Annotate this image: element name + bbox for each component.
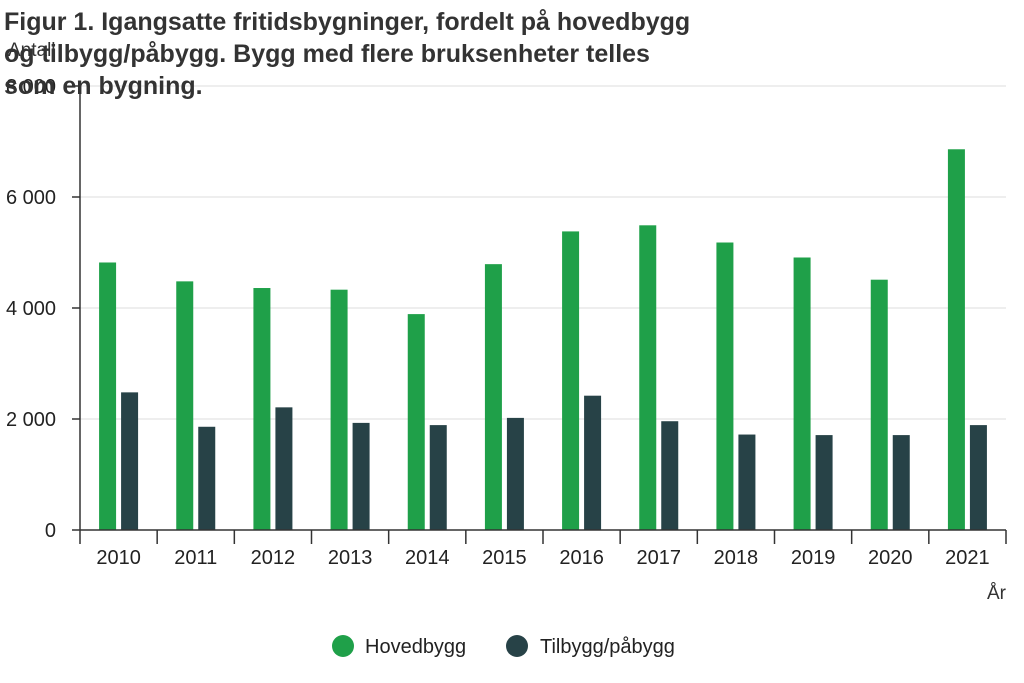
legend-marker-tilbygg (506, 635, 528, 657)
x-tick-label: 2017 (637, 547, 682, 569)
bar-hovedbygg-2017 (639, 225, 657, 530)
y-tick-label: 8 000 (6, 76, 56, 98)
bar-tilbygg-2014 (429, 425, 447, 530)
bar-hovedbygg-2018 (716, 242, 734, 530)
bar-hovedbygg-2013 (330, 289, 348, 530)
legend-label-tilbygg: Tilbygg/påbygg (540, 636, 675, 658)
x-tick-label: 2015 (482, 547, 527, 569)
bar-hovedbygg-2011 (176, 281, 194, 530)
x-tick-label: 2019 (791, 547, 836, 569)
bar-tilbygg-2020 (892, 435, 910, 530)
bar-hovedbygg-2020 (870, 279, 888, 530)
title-line: Figur 1. Igangsatte fritidsbygninger, fo… (4, 8, 690, 36)
bar-hovedbygg-2015 (484, 264, 502, 530)
bars (99, 149, 987, 530)
bar-hovedbygg-2021 (947, 149, 965, 530)
x-tick-label: 2013 (328, 547, 373, 569)
gridlines (80, 85, 1006, 420)
y-tick-label: 2 000 (6, 409, 56, 431)
x-axis-label: År (987, 583, 1007, 604)
x-tick-label: 2018 (714, 547, 759, 569)
legend-marker-hovedbygg (332, 635, 354, 657)
bar-tilbygg-2016 (584, 395, 602, 530)
chart-title: Figur 1. Igangsatte fritidsbygninger, fo… (4, 8, 690, 100)
legend-label-hovedbygg: Hovedbygg (365, 636, 466, 658)
x-tick-label: 2020 (868, 547, 913, 569)
bar-tilbygg-2013 (352, 422, 370, 530)
title-line: som en bygning. (4, 72, 203, 100)
y-tick-label: 0 (45, 520, 56, 542)
bar-hovedbygg-2014 (407, 314, 425, 530)
x-tick-label: 2021 (945, 547, 990, 569)
bar-hovedbygg-2016 (562, 231, 580, 530)
y-axis-label: Antall (8, 40, 56, 61)
x-tick-label: 2011 (174, 547, 217, 569)
x-tick-label: 2012 (251, 547, 296, 569)
bar-tilbygg-2010 (121, 392, 139, 530)
x-axis-ticks: 2010 2011 2012 2013 2014 2015 2016 2017 2018 2019… (79, 530, 1007, 569)
bar-tilbygg-2015 (506, 417, 524, 530)
y-axis-ticks: 0 2 000 4 000 6 000 8 000 (6, 76, 80, 542)
bar-tilbygg-2021 (969, 425, 987, 530)
bar-tilbygg-2011 (198, 426, 216, 530)
y-tick-label: 6 000 (6, 187, 56, 209)
y-tick-label: 4 000 (6, 298, 56, 320)
x-tick-label: 2016 (559, 547, 604, 569)
bar-tilbygg-2017 (661, 421, 679, 530)
bar-hovedbygg-2010 (99, 262, 117, 530)
x-tick-label: 2014 (405, 547, 450, 569)
x-tick-label: 2010 (96, 547, 141, 569)
bar-tilbygg-2012 (275, 407, 293, 530)
bar-tilbygg-2018 (738, 434, 756, 530)
title-line: og tilbygg/påbygg. Bygg med flere brukse… (4, 40, 650, 68)
bar-hovedbygg-2019 (793, 257, 811, 530)
bar-hovedbygg-2012 (253, 288, 271, 530)
legend: Hovedbygg Tilbygg/påbygg (332, 635, 675, 658)
bar-tilbygg-2019 (815, 435, 833, 530)
